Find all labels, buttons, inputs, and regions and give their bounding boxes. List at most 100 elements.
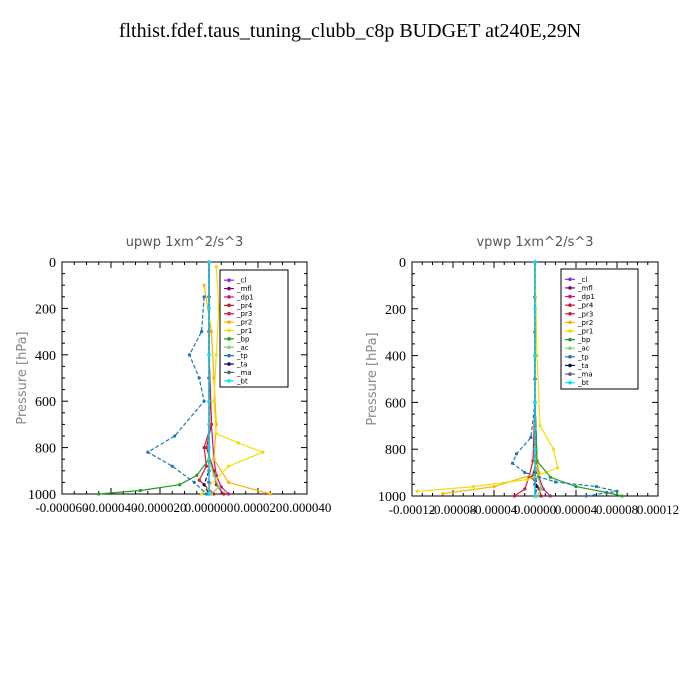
legend-label: _mfl xyxy=(236,285,252,293)
legend-label: _pr3 xyxy=(236,310,252,318)
series-point-ac xyxy=(209,492,213,496)
legend-box xyxy=(560,268,639,390)
series-point-pr4 xyxy=(222,492,226,496)
series-point-pr1 xyxy=(471,485,476,489)
series-point-tp xyxy=(523,471,527,475)
legend-marker xyxy=(227,379,231,383)
chart-title: upwp 1xm^2/s^3 xyxy=(126,235,244,250)
series-point-pr2 xyxy=(492,485,496,489)
legend-label: _ma xyxy=(236,369,252,377)
legend-label: _bp xyxy=(577,336,591,344)
series-point-pr1 xyxy=(525,478,529,482)
page-title: flthist.fdef.taus_tuning_clubb_c8p BUDGE… xyxy=(118,20,582,42)
legend-label: _ta xyxy=(236,361,248,369)
legend-label: _mfl xyxy=(577,284,593,292)
series-point-pr2 xyxy=(441,492,445,496)
legend-label: _ac xyxy=(577,345,590,353)
legend-label: _pr4 xyxy=(577,302,594,310)
series-point-pr1 xyxy=(551,447,556,451)
x-tick-label: -0.00012 xyxy=(389,502,436,517)
series-point-pr2 xyxy=(202,283,206,287)
series-point-bt xyxy=(207,399,211,403)
legend-marker xyxy=(227,311,231,316)
legend-marker xyxy=(227,278,231,282)
series-point-tp xyxy=(510,461,515,465)
series-point-bp xyxy=(195,473,199,477)
legend-marker xyxy=(227,362,231,366)
y-axis-label: Pressure [hPa] xyxy=(365,332,380,425)
series-pr3 xyxy=(512,260,537,498)
legend-label: _pr2 xyxy=(236,319,252,327)
series-line-pr1 xyxy=(417,261,559,492)
legend-marker xyxy=(568,329,572,333)
legend-marker xyxy=(227,353,231,358)
legend-marker xyxy=(568,337,572,342)
series-point-tp xyxy=(529,435,533,440)
series-point-tp xyxy=(204,492,209,496)
series-point-bp xyxy=(178,483,182,487)
series-point-pr1 xyxy=(227,464,231,468)
series-line-pr2 xyxy=(442,262,540,495)
legend-label: _pr4 xyxy=(236,302,253,310)
series-point-bt xyxy=(533,354,537,358)
legend-box xyxy=(219,269,289,388)
series-point-bt xyxy=(533,400,537,404)
x-tick-label: 0.000000 xyxy=(185,500,234,515)
chart-title: vpwp 1xm^2/s^3 xyxy=(476,235,593,250)
series-point-bt xyxy=(533,447,537,451)
series-point-pr2 xyxy=(209,330,213,334)
series-point-ta xyxy=(535,485,539,489)
legend-marker xyxy=(227,303,231,308)
legend-marker xyxy=(568,346,572,351)
legend-marker xyxy=(568,380,572,385)
series-point-bt xyxy=(533,260,537,264)
series-pr1 xyxy=(200,265,265,496)
legend-marker xyxy=(227,337,231,341)
x-tick-label: 0.00012 xyxy=(637,502,679,517)
legend-label: _ma xyxy=(577,371,593,379)
legend-label: _pr1 xyxy=(577,328,593,336)
series-point-tp xyxy=(553,480,558,484)
series-point-pr4 xyxy=(539,494,543,498)
legend-label: _pr1 xyxy=(236,327,252,335)
series-point-bp xyxy=(574,485,578,489)
legend-label: _dp1 xyxy=(236,293,254,301)
series-point-tp xyxy=(514,452,519,456)
series-point-pr1 xyxy=(555,466,560,470)
x-tick-label: 0.00000 xyxy=(514,502,556,517)
series-bt xyxy=(207,260,211,496)
series-line-tp xyxy=(511,402,618,497)
series-pr1 xyxy=(415,260,560,493)
series-bt xyxy=(533,260,537,498)
legend-marker xyxy=(227,328,231,333)
series-point-pr1 xyxy=(214,265,218,269)
legend-label: _cl xyxy=(577,276,587,284)
x-tick-label: 0.00008 xyxy=(596,502,638,517)
series-point-bp xyxy=(548,475,553,479)
series-point-bt xyxy=(207,306,211,310)
series-point-pr3 xyxy=(209,422,213,426)
series-point-dp1 xyxy=(548,494,553,498)
legend-label: _ac xyxy=(236,344,249,352)
legend-marker xyxy=(227,370,231,375)
series-point-tp xyxy=(584,494,588,498)
series-point-bp xyxy=(97,492,101,496)
series-point-pr1 xyxy=(261,450,265,454)
legend-label: _pr2 xyxy=(577,319,593,327)
series-point-tp xyxy=(615,489,619,493)
series-point-tp xyxy=(173,434,177,438)
series-point-ac xyxy=(539,487,543,491)
series-point-pr2 xyxy=(268,492,272,496)
series-point-ta xyxy=(202,483,206,487)
series-point-pr4 xyxy=(204,446,209,450)
legend-marker xyxy=(568,303,572,307)
legend-marker xyxy=(568,294,572,299)
legend-label: _bt xyxy=(236,377,248,385)
legend-label: _bp xyxy=(236,335,250,343)
series-point-tp xyxy=(170,464,174,468)
series-point-pr1 xyxy=(538,424,542,428)
series-point-pr3 xyxy=(202,446,206,450)
